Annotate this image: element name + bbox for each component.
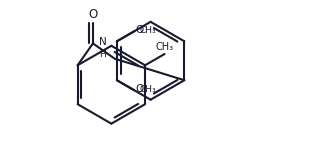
Text: N: N xyxy=(99,37,107,47)
Text: O: O xyxy=(88,8,98,21)
Text: O: O xyxy=(136,84,144,95)
Text: CH₃: CH₃ xyxy=(156,42,174,52)
Text: H: H xyxy=(100,50,106,59)
Text: CH₃: CH₃ xyxy=(139,26,156,35)
Text: O: O xyxy=(136,25,144,35)
Text: CH₃: CH₃ xyxy=(139,85,156,94)
